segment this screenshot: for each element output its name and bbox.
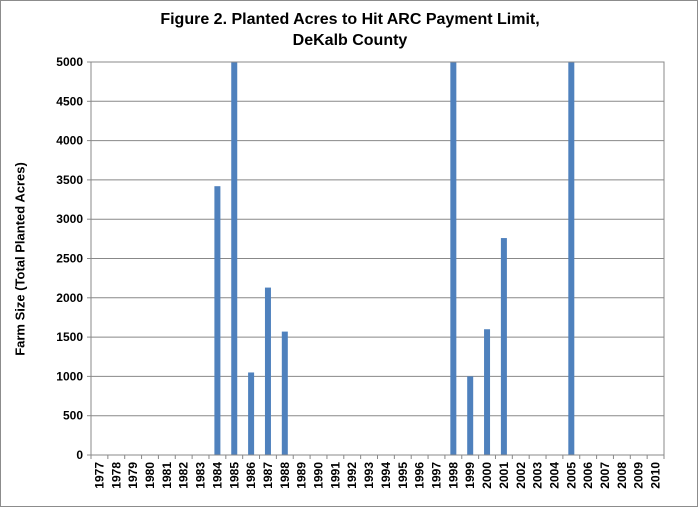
y-tick-label-3000: 3000 — [56, 212, 83, 226]
chart-title-line-2: DeKalb County — [292, 32, 408, 49]
x-tick-label-2001: 2001 — [497, 462, 511, 489]
plot-area-border — [90, 61, 665, 456]
x-tick-label-1983: 1983 — [194, 462, 208, 489]
x-tick-label-1992: 1992 — [345, 462, 359, 489]
y-tick-label-0: 0 — [76, 448, 83, 462]
bar-1987 — [264, 287, 271, 455]
x-tick-label-1998: 1998 — [446, 462, 460, 489]
x-tick-label-2003: 2003 — [531, 462, 545, 489]
bars — [214, 62, 575, 456]
x-tick-label-1991: 1991 — [328, 462, 342, 489]
y-tick-label-2500: 2500 — [56, 252, 83, 266]
x-tick-label-2000: 2000 — [480, 462, 494, 489]
x-tick-labels: 1977 1978 1979 1980 1981 1982 1983 1984 1985 1986… — [92, 462, 662, 489]
y-tick-label-4000: 4000 — [56, 134, 83, 148]
y-tick-label-3500: 3500 — [56, 173, 83, 187]
x-tick-label-1997: 1997 — [429, 462, 443, 489]
y-tick-label-500: 500 — [63, 409, 83, 423]
x-tick-label-1995: 1995 — [396, 462, 410, 489]
y-tick-label-1500: 1500 — [56, 330, 83, 344]
x-tick-label-1985: 1985 — [227, 462, 241, 489]
x-tick-label-2002: 2002 — [514, 462, 528, 489]
y-tick-labels: 0 500 1000 1500 2000 2500 3000 3500 4000 4500 5000 — [56, 55, 83, 462]
x-tick-label-2009: 2009 — [632, 462, 646, 489]
bar-1999 — [467, 376, 474, 455]
x-tick-label-1989: 1989 — [295, 462, 309, 489]
x-tick-label-2008: 2008 — [615, 462, 629, 489]
gridlines — [87, 61, 665, 459]
chart-title-line-1: Figure 2. Planted Acres to Hit ARC Payme… — [160, 11, 540, 28]
x-tick-label-1996: 1996 — [413, 462, 427, 489]
x-tick-label-2004: 2004 — [547, 462, 561, 489]
y-tick-label-1000: 1000 — [56, 369, 83, 383]
x-tick-label-1988: 1988 — [278, 462, 292, 489]
bar-1988 — [281, 331, 288, 455]
x-tick-label-2006: 2006 — [581, 462, 595, 489]
bar-1984 — [214, 186, 221, 456]
x-tick-label-1982: 1982 — [177, 462, 191, 489]
x-tick-label-2005: 2005 — [564, 462, 578, 489]
x-tick-label-1984: 1984 — [210, 462, 224, 489]
x-tick-label-1977: 1977 — [92, 462, 106, 489]
x-tick-label-1980: 1980 — [143, 462, 157, 489]
x-tick-label-1990: 1990 — [312, 462, 326, 489]
x-tick-label-1981: 1981 — [160, 462, 174, 489]
bar-1985 — [231, 62, 238, 455]
bar-1986 — [248, 372, 255, 455]
x-tick-label-1978: 1978 — [109, 462, 123, 489]
bar-2001 — [500, 238, 507, 455]
y-tick-label-2000: 2000 — [56, 291, 83, 305]
y-tick-label-5000: 5000 — [56, 55, 83, 69]
y-tick-label-4500: 4500 — [56, 94, 83, 108]
chart-title: Figure 2. Planted Acres to Hit ARC Payme… — [0, 9, 700, 51]
bar-2000 — [484, 329, 491, 455]
bar-1998 — [450, 62, 457, 455]
x-tick-label-1994: 1994 — [379, 462, 393, 489]
x-tick-label-1986: 1986 — [244, 462, 258, 489]
x-tick-label-1999: 1999 — [463, 462, 477, 489]
x-tick-label-1987: 1987 — [261, 462, 275, 489]
x-tick-label-2010: 2010 — [649, 462, 663, 489]
x-tick-label-1979: 1979 — [126, 462, 140, 489]
x-tick-label-2007: 2007 — [598, 462, 612, 489]
bar-2005 — [568, 62, 575, 455]
x-tick-label-1993: 1993 — [362, 462, 376, 489]
